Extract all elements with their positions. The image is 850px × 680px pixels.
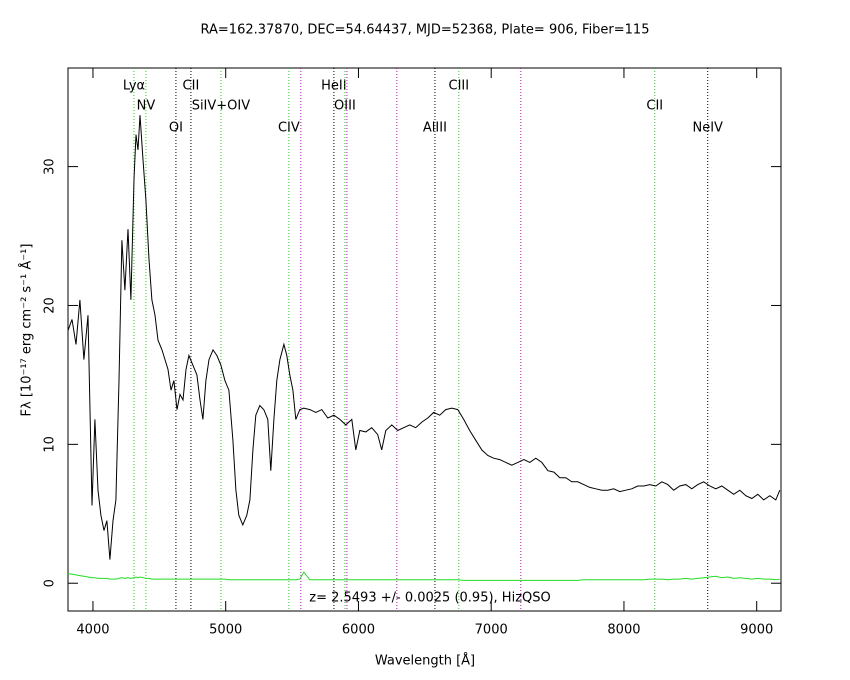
annotation: z= 2.5493 +/- 0.0025 (0.95), HizQSO xyxy=(309,591,550,606)
y-tick-label: 20 xyxy=(43,297,58,314)
line-label: Lyα xyxy=(123,79,145,94)
y-axis-label: Fλ [10⁻¹⁷ erg cm⁻² s⁻¹ Å⁻¹] xyxy=(19,244,35,417)
x-tick-label: 5000 xyxy=(209,623,242,638)
x-axis-label: Wavelength [Å] xyxy=(375,653,475,669)
line-label: CII xyxy=(183,79,200,94)
line-label: OIII xyxy=(334,99,356,114)
line-label: CII xyxy=(646,99,663,114)
x-tick-label: 4000 xyxy=(76,623,109,638)
y-tick-label: 0 xyxy=(43,579,58,587)
spectrum-line xyxy=(67,115,781,560)
line-label: AlIII xyxy=(423,121,447,136)
line-label: NeIV xyxy=(692,121,723,136)
line-label: NV xyxy=(137,99,156,114)
line-label: OI xyxy=(169,121,183,136)
x-tick-label: 7000 xyxy=(475,623,508,638)
x-tick-label: 9000 xyxy=(740,623,773,638)
x-tick-label: 6000 xyxy=(342,623,375,638)
y-tick-label: 10 xyxy=(43,436,58,453)
line-label: CIV xyxy=(278,121,300,136)
y-tick-label: 30 xyxy=(43,158,58,175)
line-label: HeII xyxy=(321,79,346,94)
spectrum-line xyxy=(67,571,780,581)
chart-title: RA=162.37870, DEC=54.64437, MJD=52368, P… xyxy=(201,23,650,38)
plot-frame xyxy=(67,67,782,612)
line-label: CIII xyxy=(449,79,470,94)
line-label: SiIV+OIV xyxy=(192,99,251,114)
x-tick-label: 8000 xyxy=(607,623,640,638)
